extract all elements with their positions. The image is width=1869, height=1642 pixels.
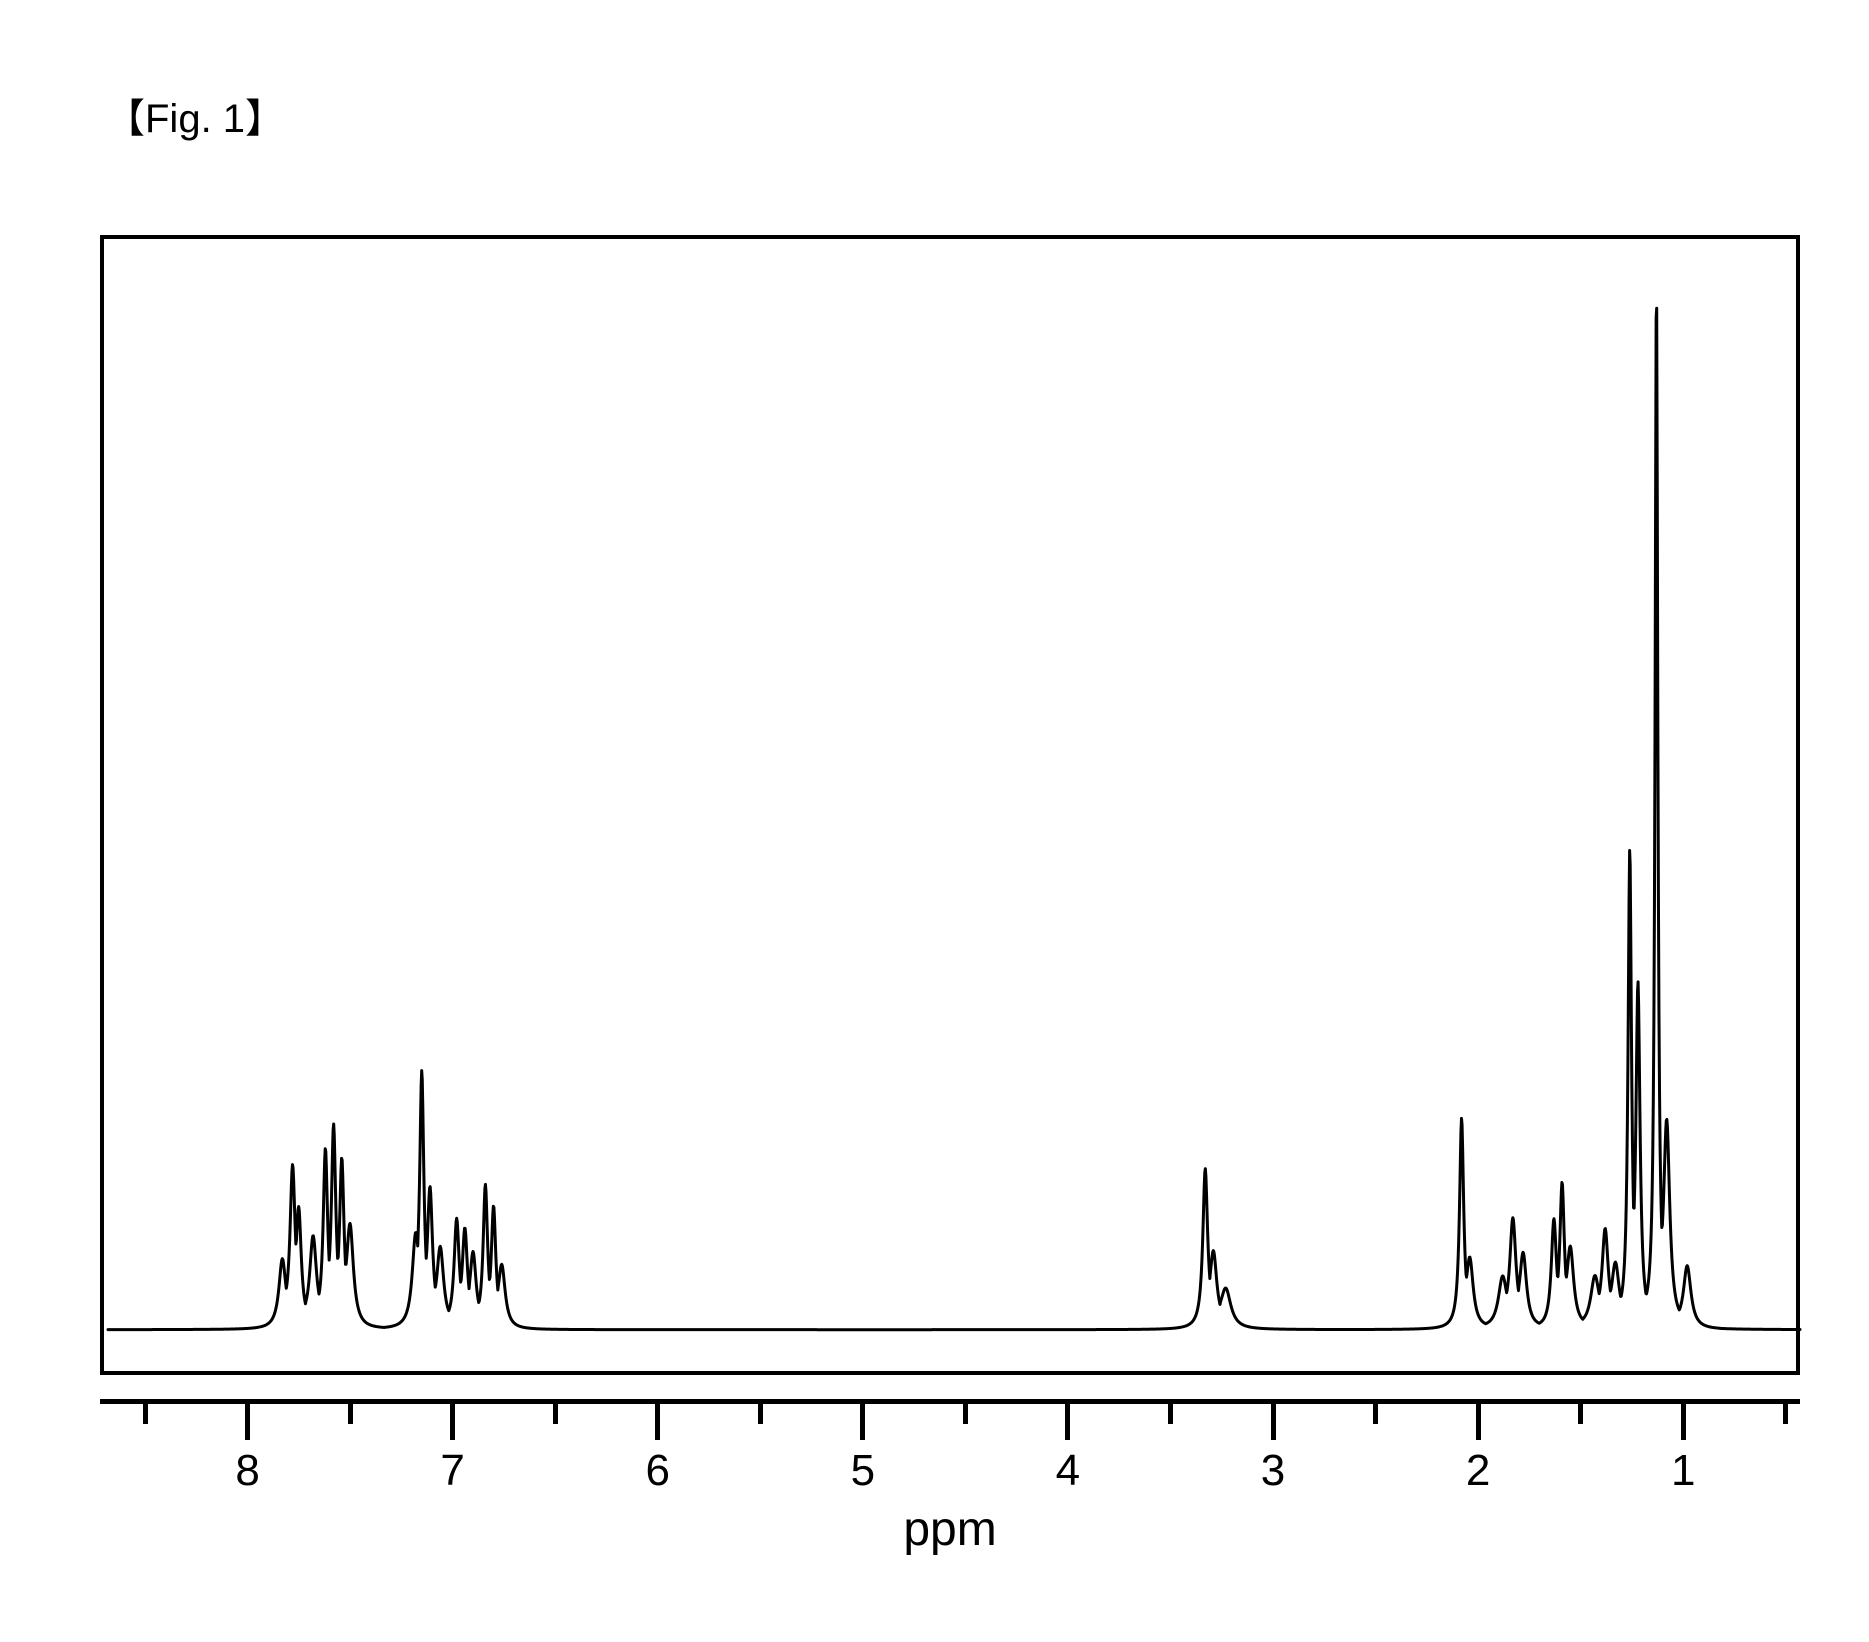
x-axis-label: ppm [890, 1502, 1010, 1557]
x-tick-label: 3 [1261, 1446, 1285, 1496]
x-tick-label: 4 [1056, 1446, 1080, 1496]
x-tick-minor [1783, 1404, 1788, 1424]
x-tick-minor [1168, 1404, 1173, 1424]
x-tick-label: 2 [1466, 1446, 1490, 1496]
x-tick-minor [963, 1404, 968, 1424]
x-tick-major [655, 1404, 660, 1440]
x-tick-major [245, 1404, 250, 1440]
x-tick-minor [758, 1404, 763, 1424]
x-tick-minor [1578, 1404, 1583, 1424]
x-tick-label: 7 [440, 1446, 464, 1496]
x-tick-major [1271, 1404, 1276, 1440]
x-tick-major [1476, 1404, 1481, 1440]
x-tick-minor [348, 1404, 353, 1424]
x-tick-major [450, 1404, 455, 1440]
plot-area [100, 235, 1800, 1375]
x-axis-line [100, 1399, 1800, 1404]
x-tick-minor [143, 1404, 148, 1424]
x-tick-minor [553, 1404, 558, 1424]
x-tick-label: 1 [1671, 1446, 1695, 1496]
x-tick-minor [1373, 1404, 1378, 1424]
x-tick-label: 6 [645, 1446, 669, 1496]
page: 【Fig. 1】 8 7 6 5 4 3 2 1 ppm [0, 0, 1869, 1642]
x-tick-major [1065, 1404, 1070, 1440]
x-tick-label: 5 [851, 1446, 875, 1496]
spectrum-line [104, 239, 1804, 1379]
x-tick-label: 8 [235, 1446, 259, 1496]
x-tick-major [860, 1404, 865, 1440]
x-tick-major [1681, 1404, 1686, 1440]
figure-label: 【Fig. 1】 [105, 86, 285, 144]
nmr-chart: 87654321 ppm [100, 235, 1800, 1545]
